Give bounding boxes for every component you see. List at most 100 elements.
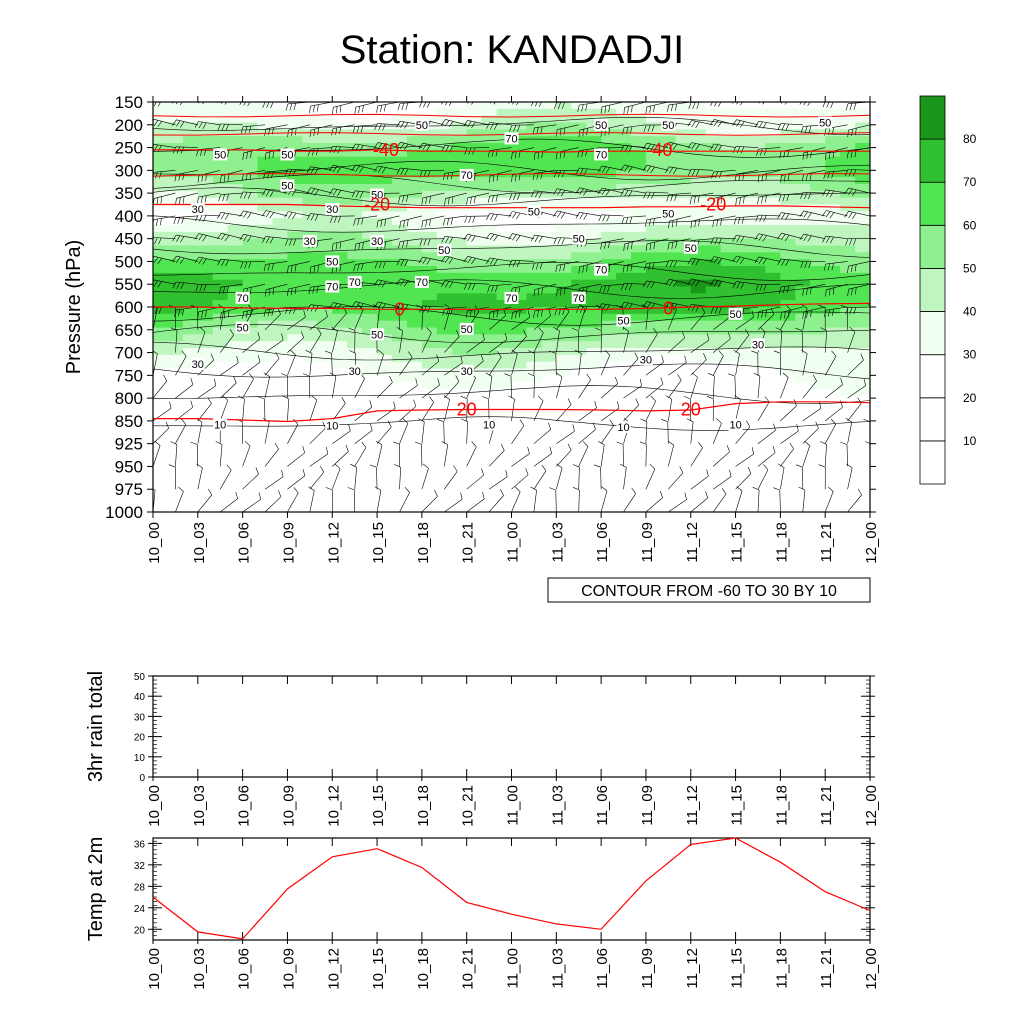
y-tick-label: 550 <box>115 275 143 294</box>
humidity-cell <box>197 491 214 499</box>
wind-barb-feather <box>177 486 184 492</box>
humidity-cell <box>436 382 453 390</box>
humidity-cell <box>556 238 572 247</box>
humidity-cell <box>227 102 244 110</box>
humidity-cell <box>377 313 393 322</box>
wind-barb-feather <box>605 304 610 312</box>
humidity-cell <box>571 184 587 192</box>
wind-barb-feather <box>404 168 409 176</box>
humidity-cell <box>362 395 378 404</box>
wind-barb-feather <box>534 235 539 242</box>
wind-barb <box>847 467 853 490</box>
wind-barb-feather <box>501 444 505 451</box>
humidity-cell <box>586 231 602 240</box>
humidity-cell <box>332 471 348 479</box>
humidity-cell <box>436 409 453 417</box>
humidity-cell <box>735 409 752 417</box>
humidity-cell <box>705 190 722 199</box>
humidity-cell <box>556 320 572 329</box>
contour-label-bg <box>325 419 340 432</box>
wind-barb-feather <box>443 173 446 181</box>
humidity-cell <box>780 409 796 417</box>
humidity-cell <box>855 505 870 512</box>
humidity-cell <box>167 334 184 342</box>
humidity-cell <box>481 122 498 130</box>
humidity-cell <box>182 307 199 315</box>
humidity-cell <box>392 136 408 144</box>
wind-barb <box>757 452 776 467</box>
wind-barb-feather <box>488 312 491 320</box>
humidity-cell <box>406 156 423 165</box>
humidity-cell <box>810 368 826 376</box>
humidity-cell <box>347 252 363 260</box>
humidity-cell <box>840 382 856 390</box>
wind-barb-feather <box>661 419 668 422</box>
wind-barb <box>757 401 770 422</box>
humidity-cell <box>257 300 274 308</box>
wind-barb-feather <box>288 212 293 219</box>
wind-barb <box>735 334 750 353</box>
wind-barb-feather <box>485 372 493 377</box>
humidity-cell <box>735 225 752 233</box>
humidity-cell <box>406 245 423 253</box>
wind-barb-feather <box>827 309 831 317</box>
humidity-cell <box>645 477 662 486</box>
humidity-cell <box>436 122 453 130</box>
humidity-cell <box>810 348 826 356</box>
wind-barb-feather <box>802 311 804 319</box>
humidity-cell <box>586 416 602 424</box>
wind-barb-feather <box>182 172 185 180</box>
contour-label-bg <box>751 338 765 351</box>
wind-barb-feather <box>736 281 741 289</box>
humidity-cell <box>720 307 737 315</box>
humidity-cell <box>406 184 423 192</box>
humidity-cell <box>571 341 587 349</box>
wind-barb-feather <box>579 188 584 195</box>
humidity-cell <box>421 361 438 370</box>
wind-barb <box>690 312 706 330</box>
humidity-cell <box>496 430 513 438</box>
humidity-cell <box>496 238 513 247</box>
wind-barb-feather <box>317 264 319 272</box>
humidity-cell <box>481 190 498 199</box>
wind-barb-feather <box>504 332 508 340</box>
humidity-cell <box>601 416 617 424</box>
wind-barb-feather <box>336 304 342 311</box>
wind-barb-feather <box>688 102 692 110</box>
humidity-cell <box>421 190 438 199</box>
wind-barb <box>780 430 799 444</box>
humidity-cell <box>347 443 363 452</box>
humidity-cell <box>720 395 737 404</box>
humidity-cell <box>511 436 528 445</box>
humidity-cell <box>750 156 767 165</box>
wind-barb-feather <box>822 102 826 108</box>
humidity-cell <box>436 341 453 349</box>
humidity-cell <box>406 266 423 274</box>
wind-barb-feather <box>757 311 760 319</box>
humidity-cell <box>227 464 244 472</box>
humidity-cell <box>556 190 572 199</box>
humidity-cell <box>556 416 572 424</box>
humidity-cell <box>750 361 767 370</box>
humidity-cell <box>167 286 184 294</box>
humidity-cell <box>242 395 259 404</box>
humidity-cell <box>645 320 662 329</box>
contour-label-bg <box>280 179 295 192</box>
wind-barb-feather <box>224 235 230 242</box>
humidity-cell <box>242 382 259 390</box>
humidity-cell <box>466 245 483 253</box>
humidity-cell <box>586 245 602 253</box>
humidity-cell <box>227 286 244 294</box>
humidity-cell <box>690 389 707 397</box>
humidity-cell <box>406 416 423 424</box>
humidity-cell <box>212 122 229 130</box>
wind-barb-feather <box>441 236 446 243</box>
humidity-cell <box>197 156 214 165</box>
humidity-cell <box>466 457 483 465</box>
humidity-cell <box>780 102 796 110</box>
humidity-cell <box>182 272 199 281</box>
wind-barb-feather <box>220 102 223 104</box>
humidity-cell <box>421 300 438 308</box>
humidity-cell <box>616 272 632 281</box>
wind-barb <box>399 385 418 399</box>
